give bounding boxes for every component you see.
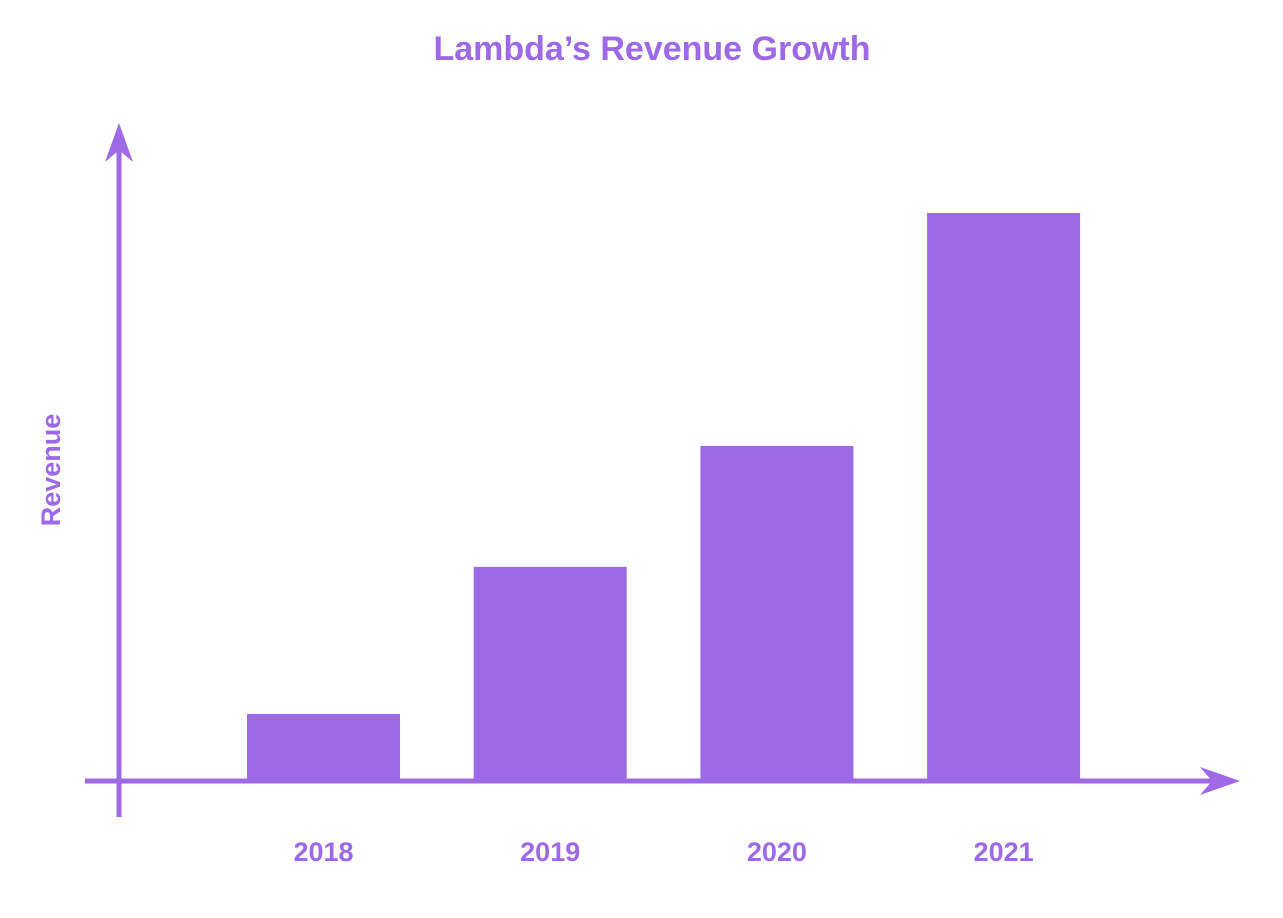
x-tick-label-2019: 2019	[520, 837, 580, 867]
y-axis-arrow-icon	[105, 123, 133, 162]
chart-title: Lambda’s Revenue Growth	[433, 30, 870, 68]
x-tick-labels: 2018 2019 2020 2021	[293, 837, 1033, 867]
x-tick-label-2018: 2018	[293, 837, 353, 867]
bars-group	[247, 213, 1081, 781]
y-axis-label: Revenue	[36, 414, 66, 527]
x-tick-label-2020: 2020	[747, 837, 807, 867]
bar-2018	[247, 713, 400, 781]
bar-2019	[473, 566, 627, 781]
bar-2020	[700, 445, 854, 781]
bar-2021	[927, 213, 1081, 781]
x-tick-label-2021: 2021	[974, 837, 1034, 867]
x-axis-arrow-icon	[1200, 767, 1240, 795]
